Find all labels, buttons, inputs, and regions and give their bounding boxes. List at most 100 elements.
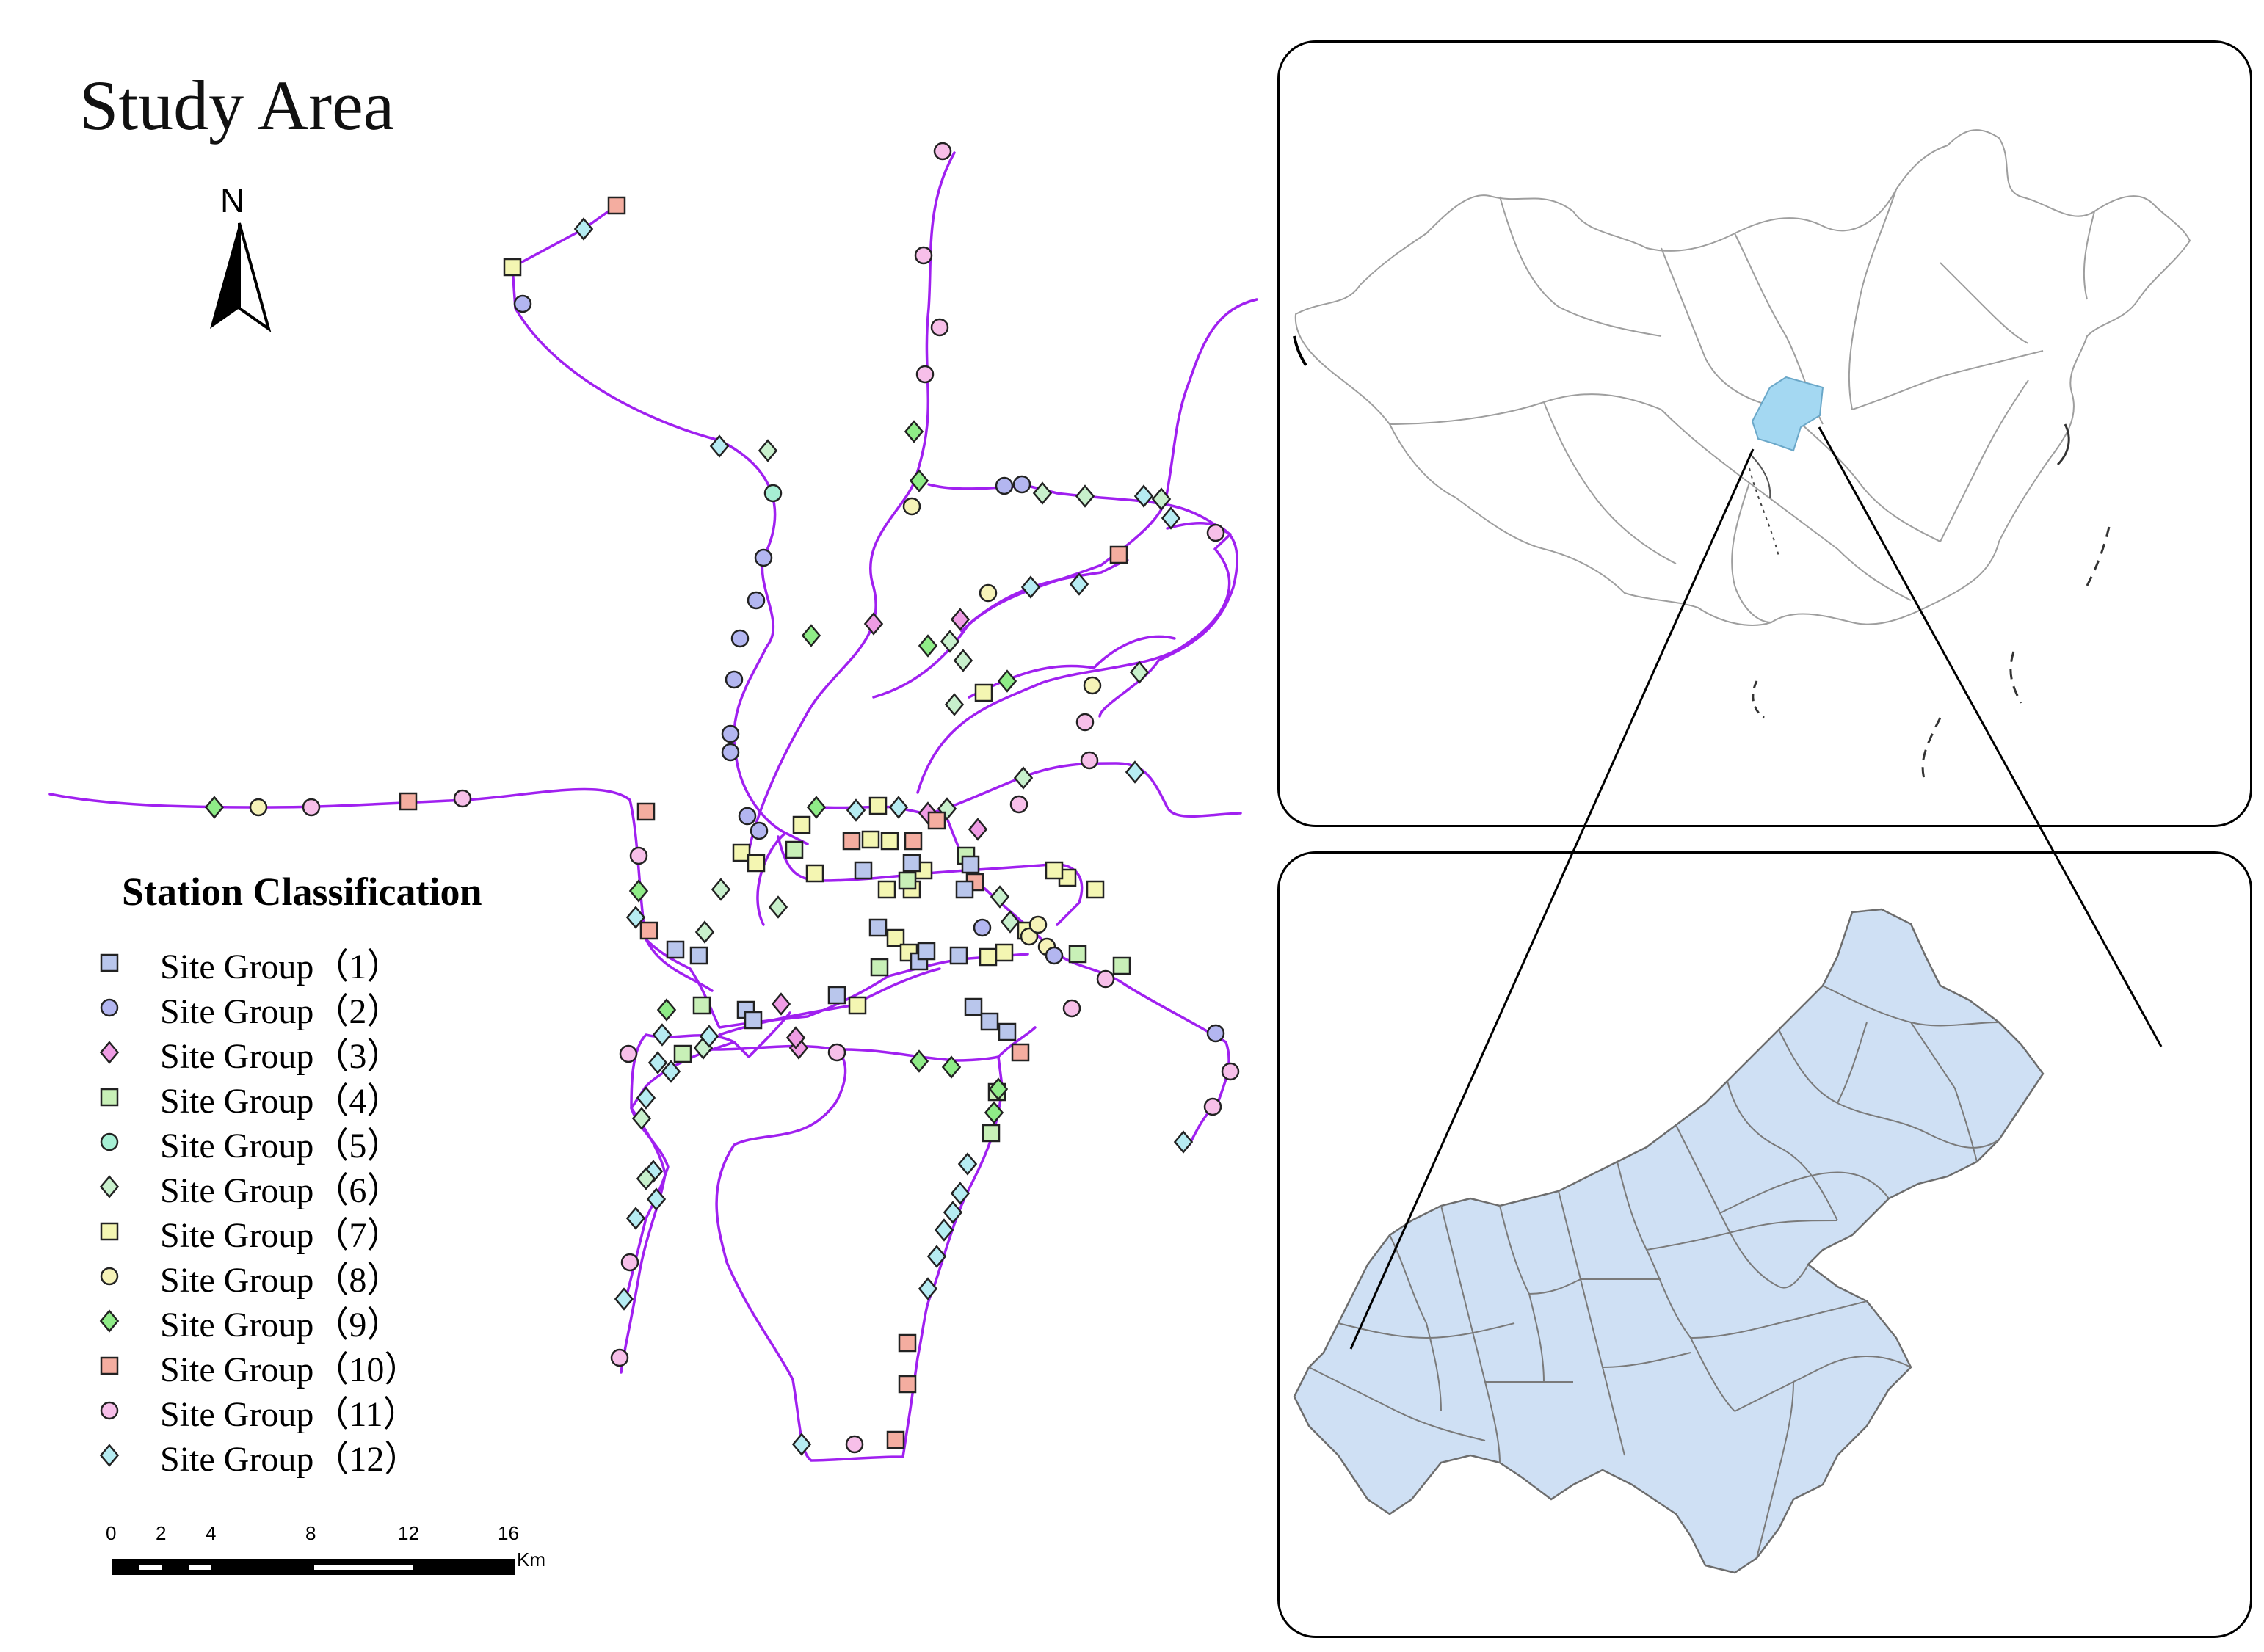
station-marker	[709, 434, 730, 458]
station-marker	[791, 1433, 812, 1456]
station-marker	[785, 1026, 806, 1049]
station-marker	[614, 1287, 634, 1311]
legend-item: Site Group（5）	[95, 1120, 402, 1165]
station-marker	[950, 1182, 970, 1205]
legend-symbol-icon	[100, 1401, 119, 1420]
station-marker	[610, 1348, 629, 1367]
legend-symbol-icon	[99, 1175, 120, 1198]
north-label: N	[220, 181, 245, 219]
station-marker	[1020, 927, 1039, 946]
station-marker	[625, 1207, 646, 1230]
legend-symbol-icon	[100, 998, 119, 1017]
scale-bar	[112, 1559, 515, 1575]
station-marker	[846, 798, 866, 822]
station-marker	[930, 318, 949, 337]
station-marker	[1083, 676, 1102, 695]
station-marker	[1009, 795, 1028, 814]
station-marker	[1203, 1097, 1222, 1116]
legend-item: Site Group（6）	[95, 1165, 402, 1210]
station-marker	[666, 940, 685, 959]
legend-symbol-icon	[99, 1444, 120, 1467]
station-marker	[1000, 910, 1020, 934]
legend-item: Site Group（9）	[95, 1299, 402, 1344]
north-arrow-icon	[210, 222, 272, 332]
station-marker	[694, 920, 715, 944]
legend-label: Site Group（8）	[160, 1261, 402, 1300]
region-map-icon	[1293, 908, 2045, 1574]
station-marker	[1133, 484, 1154, 508]
station-marker	[689, 946, 708, 965]
station-marker	[1096, 969, 1115, 989]
station-marker	[949, 946, 968, 965]
station-marker	[636, 1086, 656, 1110]
station-marker	[902, 854, 921, 873]
scale-tick-8: 8	[305, 1522, 316, 1544]
station-marker	[692, 996, 711, 1015]
station-marker	[399, 792, 418, 811]
scale-tick-12: 12	[398, 1522, 419, 1544]
station-marker	[758, 439, 778, 462]
station-markers	[204, 142, 1240, 1456]
station-marker	[738, 807, 757, 826]
station-marker	[880, 832, 899, 851]
station-marker	[747, 591, 766, 610]
station-marker	[732, 843, 751, 862]
station-marker	[801, 624, 821, 647]
station-marker	[1011, 1043, 1030, 1062]
station-marker	[845, 1435, 864, 1454]
station-marker	[886, 1430, 905, 1449]
station-marker	[868, 796, 888, 815]
legend-symbol-icon	[99, 1309, 120, 1333]
station-marker	[918, 1277, 938, 1300]
station-marker	[861, 830, 880, 849]
legend-item: Site Group（2）	[95, 986, 402, 1031]
scale-tick-0: 0	[106, 1522, 117, 1544]
station-marker	[918, 634, 938, 658]
station-marker	[721, 724, 740, 743]
station-marker	[1062, 999, 1081, 1018]
map-title: Study Area	[79, 66, 395, 145]
station-marker	[827, 986, 846, 1005]
station-marker	[909, 1049, 929, 1073]
station-marker	[934, 1218, 954, 1242]
station-marker	[730, 629, 750, 648]
station-marker	[453, 789, 472, 808]
station-marker	[249, 798, 268, 817]
station-marker	[1028, 915, 1048, 934]
station-marker	[898, 871, 917, 890]
station-marker	[927, 811, 946, 830]
station-marker	[898, 1375, 917, 1394]
station-marker	[573, 217, 594, 241]
station-marker	[886, 928, 905, 947]
station-marker	[863, 612, 884, 636]
station-marker	[974, 683, 993, 702]
station-marker	[854, 861, 873, 880]
station-marker	[513, 294, 532, 313]
station-marker	[995, 943, 1014, 962]
station-marker	[792, 815, 811, 834]
station-marker	[1032, 481, 1053, 505]
station-marker	[888, 796, 909, 819]
station-marker	[982, 1124, 1001, 1143]
station-marker	[1045, 861, 1064, 880]
station-marker	[1069, 572, 1089, 596]
station-marker	[941, 1055, 962, 1079]
station-marker	[806, 796, 827, 819]
station-marker	[998, 1022, 1017, 1041]
legend-label: Site Group（7）	[160, 1216, 402, 1255]
station-marker	[940, 630, 960, 653]
station-marker	[1221, 1062, 1240, 1081]
station-marker	[673, 1044, 692, 1063]
station-marker	[980, 1012, 999, 1031]
station-marker	[1206, 1024, 1225, 1043]
station-marker	[870, 958, 889, 977]
legend-label: Site Group（12）	[160, 1440, 420, 1479]
station-marker	[1206, 523, 1225, 542]
station-marker	[1080, 751, 1099, 770]
station-marker	[1151, 487, 1172, 511]
station-marker	[827, 1043, 846, 1062]
station-marker	[750, 821, 769, 840]
legend-item: Site Group（7）	[95, 1209, 402, 1255]
station-marker	[646, 1187, 667, 1211]
